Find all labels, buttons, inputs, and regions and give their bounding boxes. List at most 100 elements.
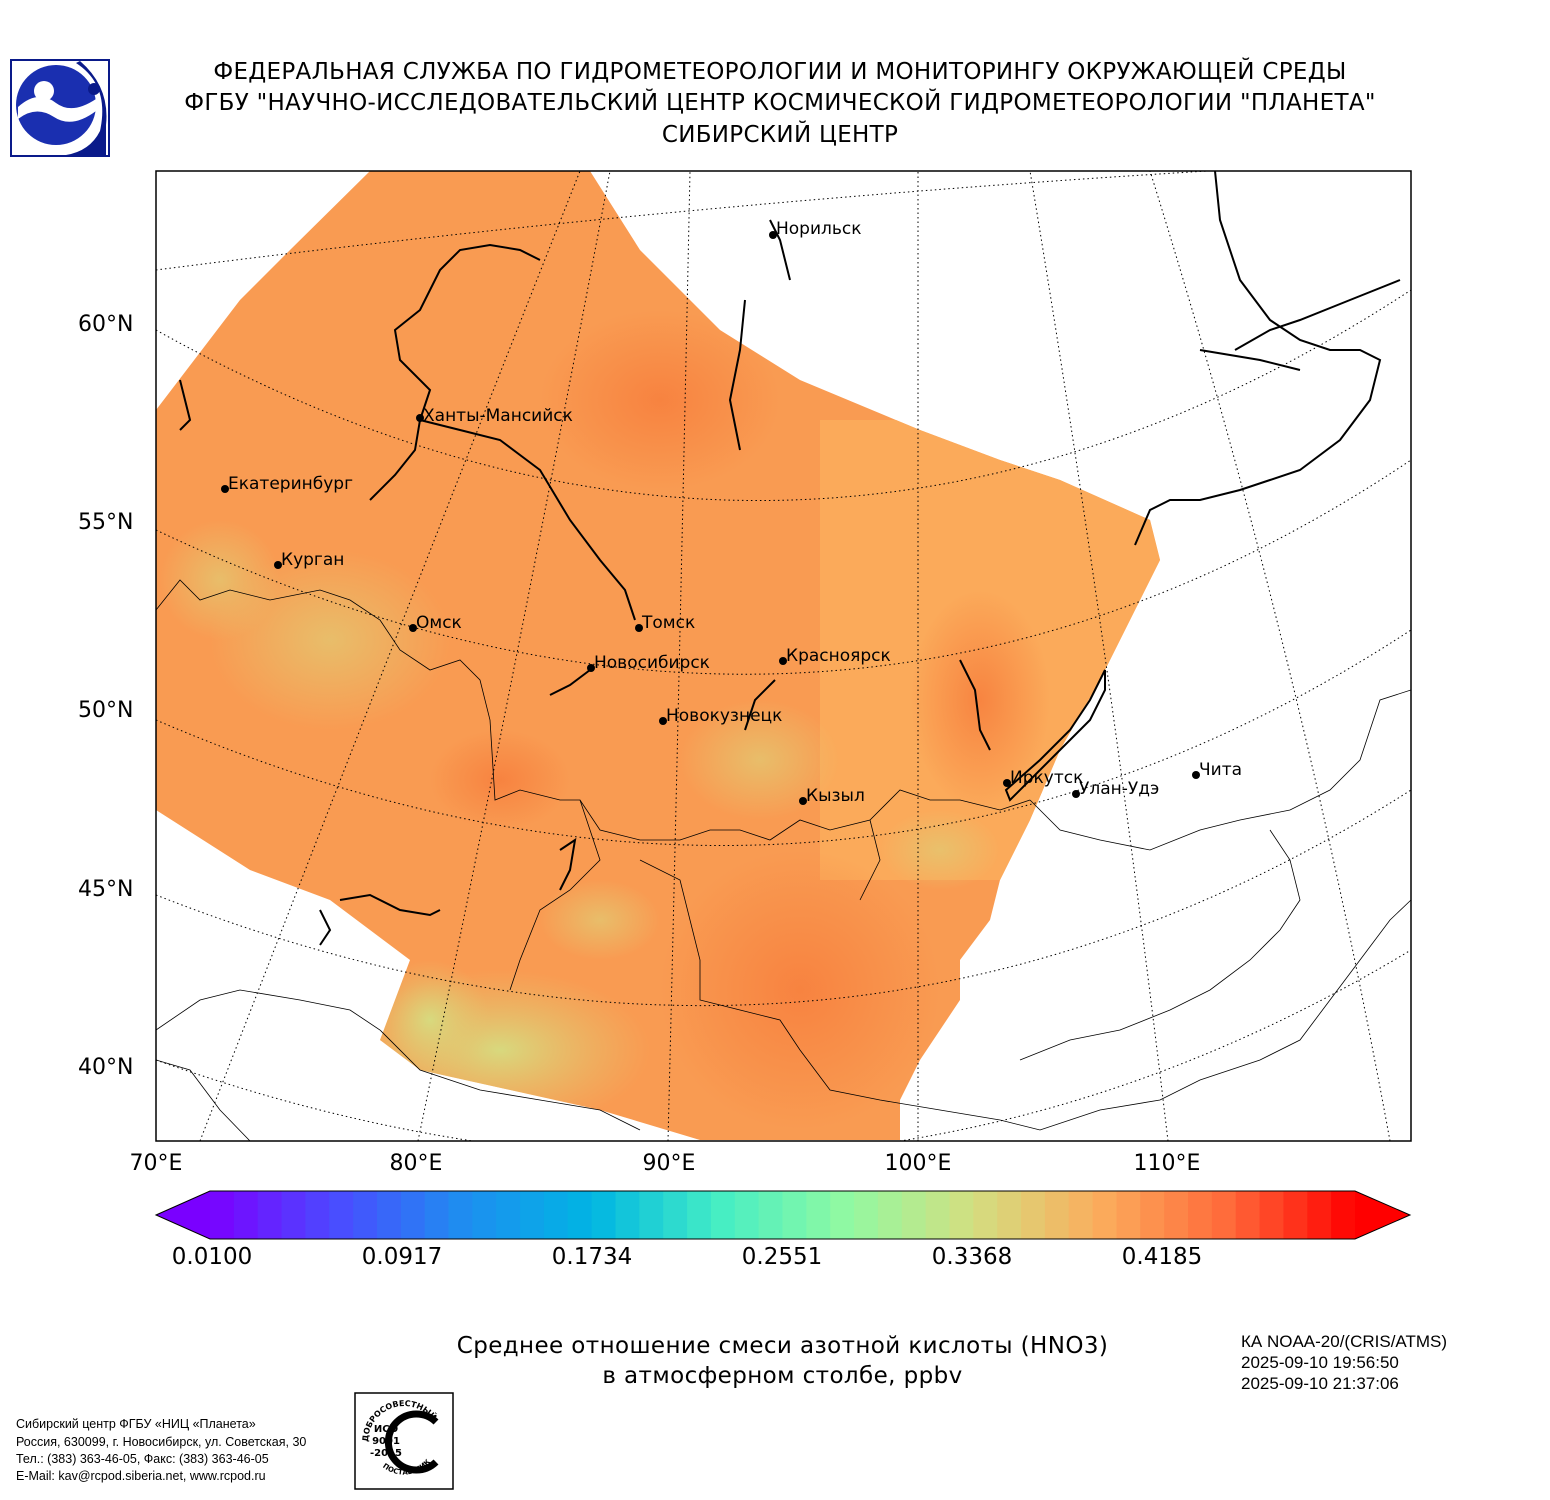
map-title-line-2: в атмосферном столбе, ppbv (602, 1363, 963, 1389)
colorbar-segment (1235, 1191, 1261, 1239)
lat-label-50: 50°N (78, 698, 134, 723)
colorbar-segment (830, 1191, 855, 1239)
hno3-map: Норильск Ханты-Мансийск Екатеринбург Кур… (155, 170, 1412, 1142)
map-title-line-1: Среднее отношение смеси азотной кислоты … (456, 1333, 1109, 1359)
colorbar-segment (305, 1191, 330, 1239)
svg-text:-2015: -2015 (370, 1448, 402, 1459)
header-line-2: ФГБУ "НАУЧНО-ИССЛЕДОВАТЕЛЬСКИЙ ЦЕНТР КОС… (184, 90, 1376, 116)
lat-label-55: 55°N (78, 510, 134, 535)
city-dot-ulan-ude (1072, 790, 1080, 798)
lon-label-90: 90°E (642, 1151, 696, 1176)
lon-label-100: 100°E (884, 1151, 952, 1176)
map-frame (155, 170, 1412, 1142)
satellite-end-time: 2025-09-10 21:37:06 (1241, 1374, 1399, 1393)
roshydromet-logo (10, 59, 110, 157)
lon-label-70: 70°E (129, 1151, 183, 1176)
svg-text:9001: 9001 (372, 1436, 400, 1447)
city-label-ulan-ude: Улан-Удэ (1079, 779, 1159, 799)
city-label-kurgan: Курган (281, 550, 344, 570)
colorbar-segment (424, 1191, 450, 1239)
org-phone: Тел.: (383) 363-46-05, Факс: (383) 363-4… (16, 1452, 269, 1466)
city-label-kyzyl: Кызыл (806, 786, 865, 806)
iso-certificate-seal: ДОБРОСОВЕСТНЫЙ ПОСТАВЩИК ИСО 9001 -2015 (354, 1392, 454, 1490)
colorbar-segment (233, 1191, 259, 1239)
coastlines-rivers (179, 171, 1401, 946)
colorbar-segment (663, 1191, 688, 1239)
city-dot-kyzyl (799, 797, 807, 805)
colorbar-segment (400, 1191, 426, 1239)
colorbar-segment (1044, 1191, 1070, 1239)
colorbar-over-triangle (1355, 1191, 1410, 1239)
colorbar-segment (925, 1191, 951, 1239)
city-dot-ekaterinburg (221, 485, 229, 493)
colorbar-segment (901, 1191, 927, 1239)
svg-text:ИСО: ИСО (374, 1424, 398, 1435)
satellite-start-time: 2025-09-10 19:56:50 (1241, 1353, 1399, 1372)
colorbar-segment (1068, 1191, 1094, 1239)
city-label-krasnoyarsk: Красноярск (786, 646, 891, 666)
header-line-3: СИБИРСКИЙ ЦЕНТР (661, 122, 899, 148)
colorbar-segment (758, 1191, 784, 1239)
colorbar-segment (973, 1191, 998, 1239)
colorbar-segment (687, 1191, 712, 1239)
lat-label-60: 60°N (78, 312, 134, 337)
colorbar-segment (448, 1191, 473, 1239)
city-label-novosibirsk: Новосибирск (594, 653, 710, 673)
org-name: Сибирский центр ФГБУ «НИЦ «Планета» (16, 1417, 256, 1431)
city-dot-krasnoyarsk (779, 657, 787, 665)
city-dot-novosibirsk (587, 664, 595, 672)
city-dot-chita (1192, 771, 1200, 779)
colorbar-segment (329, 1191, 354, 1239)
city-labels: Норильск Ханты-Мансийск Екатеринбург Кур… (228, 219, 1242, 806)
colorbar-segment (1211, 1191, 1237, 1239)
colorbar-segment (210, 1191, 235, 1239)
colorbar-segment (1021, 1191, 1046, 1239)
colorbar-segment (997, 1191, 1022, 1239)
colorbar-segment (1140, 1191, 1165, 1239)
colorbar-outline (154, 1190, 1412, 1240)
colorbar-segment (877, 1191, 903, 1239)
satellite-name: КА NOAA-20/(CRIS/ATMS) (1241, 1332, 1448, 1351)
colorbar-segment (591, 1191, 617, 1239)
colorbar-segment (281, 1191, 307, 1239)
lon-label-80: 80°E (389, 1151, 443, 1176)
colorbar-tick-5: 0.4185 (1121, 1244, 1203, 1270)
colorbar-segment (806, 1191, 831, 1239)
city-label-chita: Чита (1199, 760, 1242, 780)
city-dot-khanty-mansiysk (416, 414, 424, 422)
colorbar-segment (1283, 1191, 1308, 1239)
graticule (156, 171, 1411, 1141)
colorbar-segment (1259, 1191, 1285, 1239)
org-email: E-Mail: kav@rcpod.siberia.net, www.rcpod… (16, 1469, 266, 1483)
colorbar-segment (782, 1191, 807, 1239)
city-label-norilsk: Норильск (776, 219, 862, 239)
colorbar-segment (1307, 1191, 1332, 1239)
city-dot-norilsk (769, 231, 777, 239)
colorbar-segment (257, 1191, 283, 1239)
colorbar-tick-0: 0.0100 (171, 1244, 253, 1270)
colorbar-segment (1331, 1191, 1356, 1239)
city-label-ekaterinburg: Екатеринбург (228, 474, 353, 494)
city-markers (221, 231, 1200, 805)
city-dot-omsk (409, 624, 417, 632)
city-label-omsk: Омск (416, 613, 462, 633)
colorbar-segment (949, 1191, 974, 1239)
colorbar-segment (710, 1191, 736, 1239)
colorbar-segment (496, 1191, 521, 1239)
borders (156, 579, 1411, 1141)
city-label-khanty-mansiysk: Ханты-Мансийск (423, 406, 573, 426)
colorbar-tick-4: 0.3368 (931, 1244, 1013, 1270)
colorbar-segment (1116, 1191, 1141, 1239)
city-dot-kurgan (274, 561, 282, 569)
colorbar-tick-1: 0.0917 (361, 1244, 443, 1270)
colorbar-segment (543, 1191, 569, 1239)
city-dot-novokuznetsk (659, 717, 667, 725)
lon-label-110: 110°E (1133, 1151, 1201, 1176)
colorbar-tick-3: 0.2551 (741, 1244, 823, 1270)
colorbar-segment (1164, 1191, 1189, 1239)
colorbar-under-triangle (156, 1191, 210, 1239)
colorbar-segment (520, 1191, 545, 1239)
header-line-1: ФЕДЕРАЛЬНАЯ СЛУЖБА ПО ГИДРОМЕТЕОРОЛОГИИ … (213, 59, 1347, 85)
lat-label-45: 45°N (78, 877, 134, 902)
city-dot-irkutsk (1003, 779, 1011, 787)
